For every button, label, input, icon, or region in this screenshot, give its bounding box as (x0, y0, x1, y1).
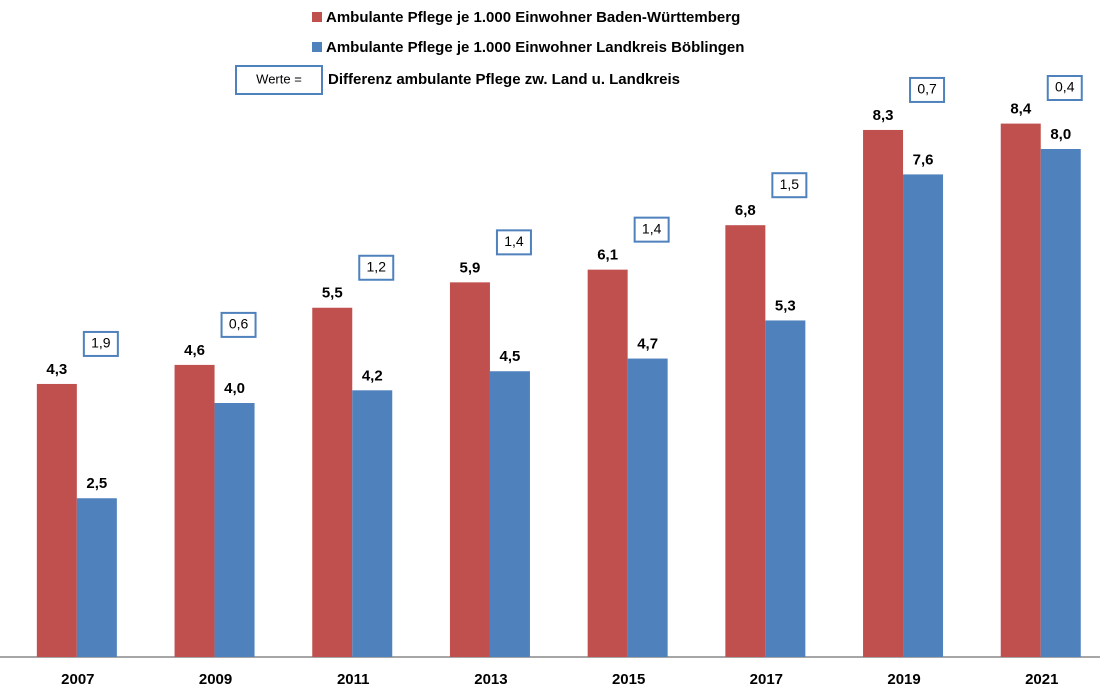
bar (725, 225, 766, 657)
bar (765, 320, 806, 657)
data-label: 2,5 (86, 475, 107, 492)
bar (863, 129, 904, 657)
difference-box (358, 254, 395, 281)
data-label: 5,9 (460, 259, 481, 276)
x-tick-label: 2013 (474, 671, 507, 688)
legend-label: Differenz ambulante Pflege zw. Land u. L… (328, 71, 680, 88)
bar (352, 390, 393, 657)
bar (587, 269, 628, 657)
difference-box (220, 311, 257, 338)
data-label: 4,2 (362, 367, 383, 384)
x-tick-label: 2009 (199, 671, 232, 688)
difference-label: 1,2 (367, 258, 387, 274)
difference-label: 1,5 (780, 176, 800, 192)
difference-label: 0,4 (1055, 79, 1075, 95)
difference-label: 0,6 (229, 316, 249, 332)
data-label: 8,0 (1050, 126, 1071, 143)
bar (449, 282, 490, 657)
bar (312, 307, 353, 657)
data-label: 5,5 (322, 285, 343, 302)
data-label: 8,3 (873, 107, 894, 124)
bar (627, 358, 668, 657)
difference-label: 1,9 (91, 335, 111, 351)
x-tick-label: 2019 (887, 671, 920, 688)
legend-label: Ambulante Pflege je 1.000 Einwohner Land… (326, 39, 744, 56)
data-label: 6,8 (735, 202, 756, 219)
x-tick-label: 2021 (1025, 671, 1058, 688)
bar (174, 364, 215, 657)
bar (903, 174, 944, 657)
legend-key-box (235, 65, 323, 95)
data-label: 4,3 (46, 361, 67, 378)
data-label: 4,0 (224, 380, 245, 397)
legend-swatch (312, 42, 322, 52)
bar (214, 403, 255, 657)
x-tick-label: 2017 (750, 671, 783, 688)
x-tick-label: 2015 (612, 671, 645, 688)
difference-box (633, 216, 670, 243)
difference-box (909, 76, 946, 103)
legend-label: Ambulante Pflege je 1.000 Einwohner Bade… (326, 9, 740, 26)
data-label: 6,1 (597, 247, 618, 264)
difference-box (495, 229, 532, 256)
legend-swatch (312, 12, 322, 22)
bar (1000, 123, 1041, 658)
data-label: 4,5 (500, 348, 521, 365)
legend-key-label: Werte = (256, 71, 302, 86)
difference-box (1046, 75, 1083, 101)
data-label: 5,3 (775, 297, 796, 314)
bar (1040, 149, 1081, 657)
difference-label: 1,4 (504, 233, 524, 249)
bar (76, 498, 117, 657)
bar (489, 371, 530, 657)
data-label: 7,6 (913, 151, 934, 168)
data-label: 4,7 (637, 336, 658, 353)
data-label: 8,4 (1010, 101, 1032, 118)
difference-box (82, 330, 119, 357)
data-label: 4,6 (184, 342, 205, 359)
x-tick-label: 2011 (337, 671, 370, 688)
x-tick-label: 2007 (61, 671, 94, 688)
bar (36, 383, 77, 657)
difference-label: 0,7 (917, 81, 937, 97)
difference-box (771, 172, 808, 199)
difference-label: 1,4 (642, 220, 662, 236)
